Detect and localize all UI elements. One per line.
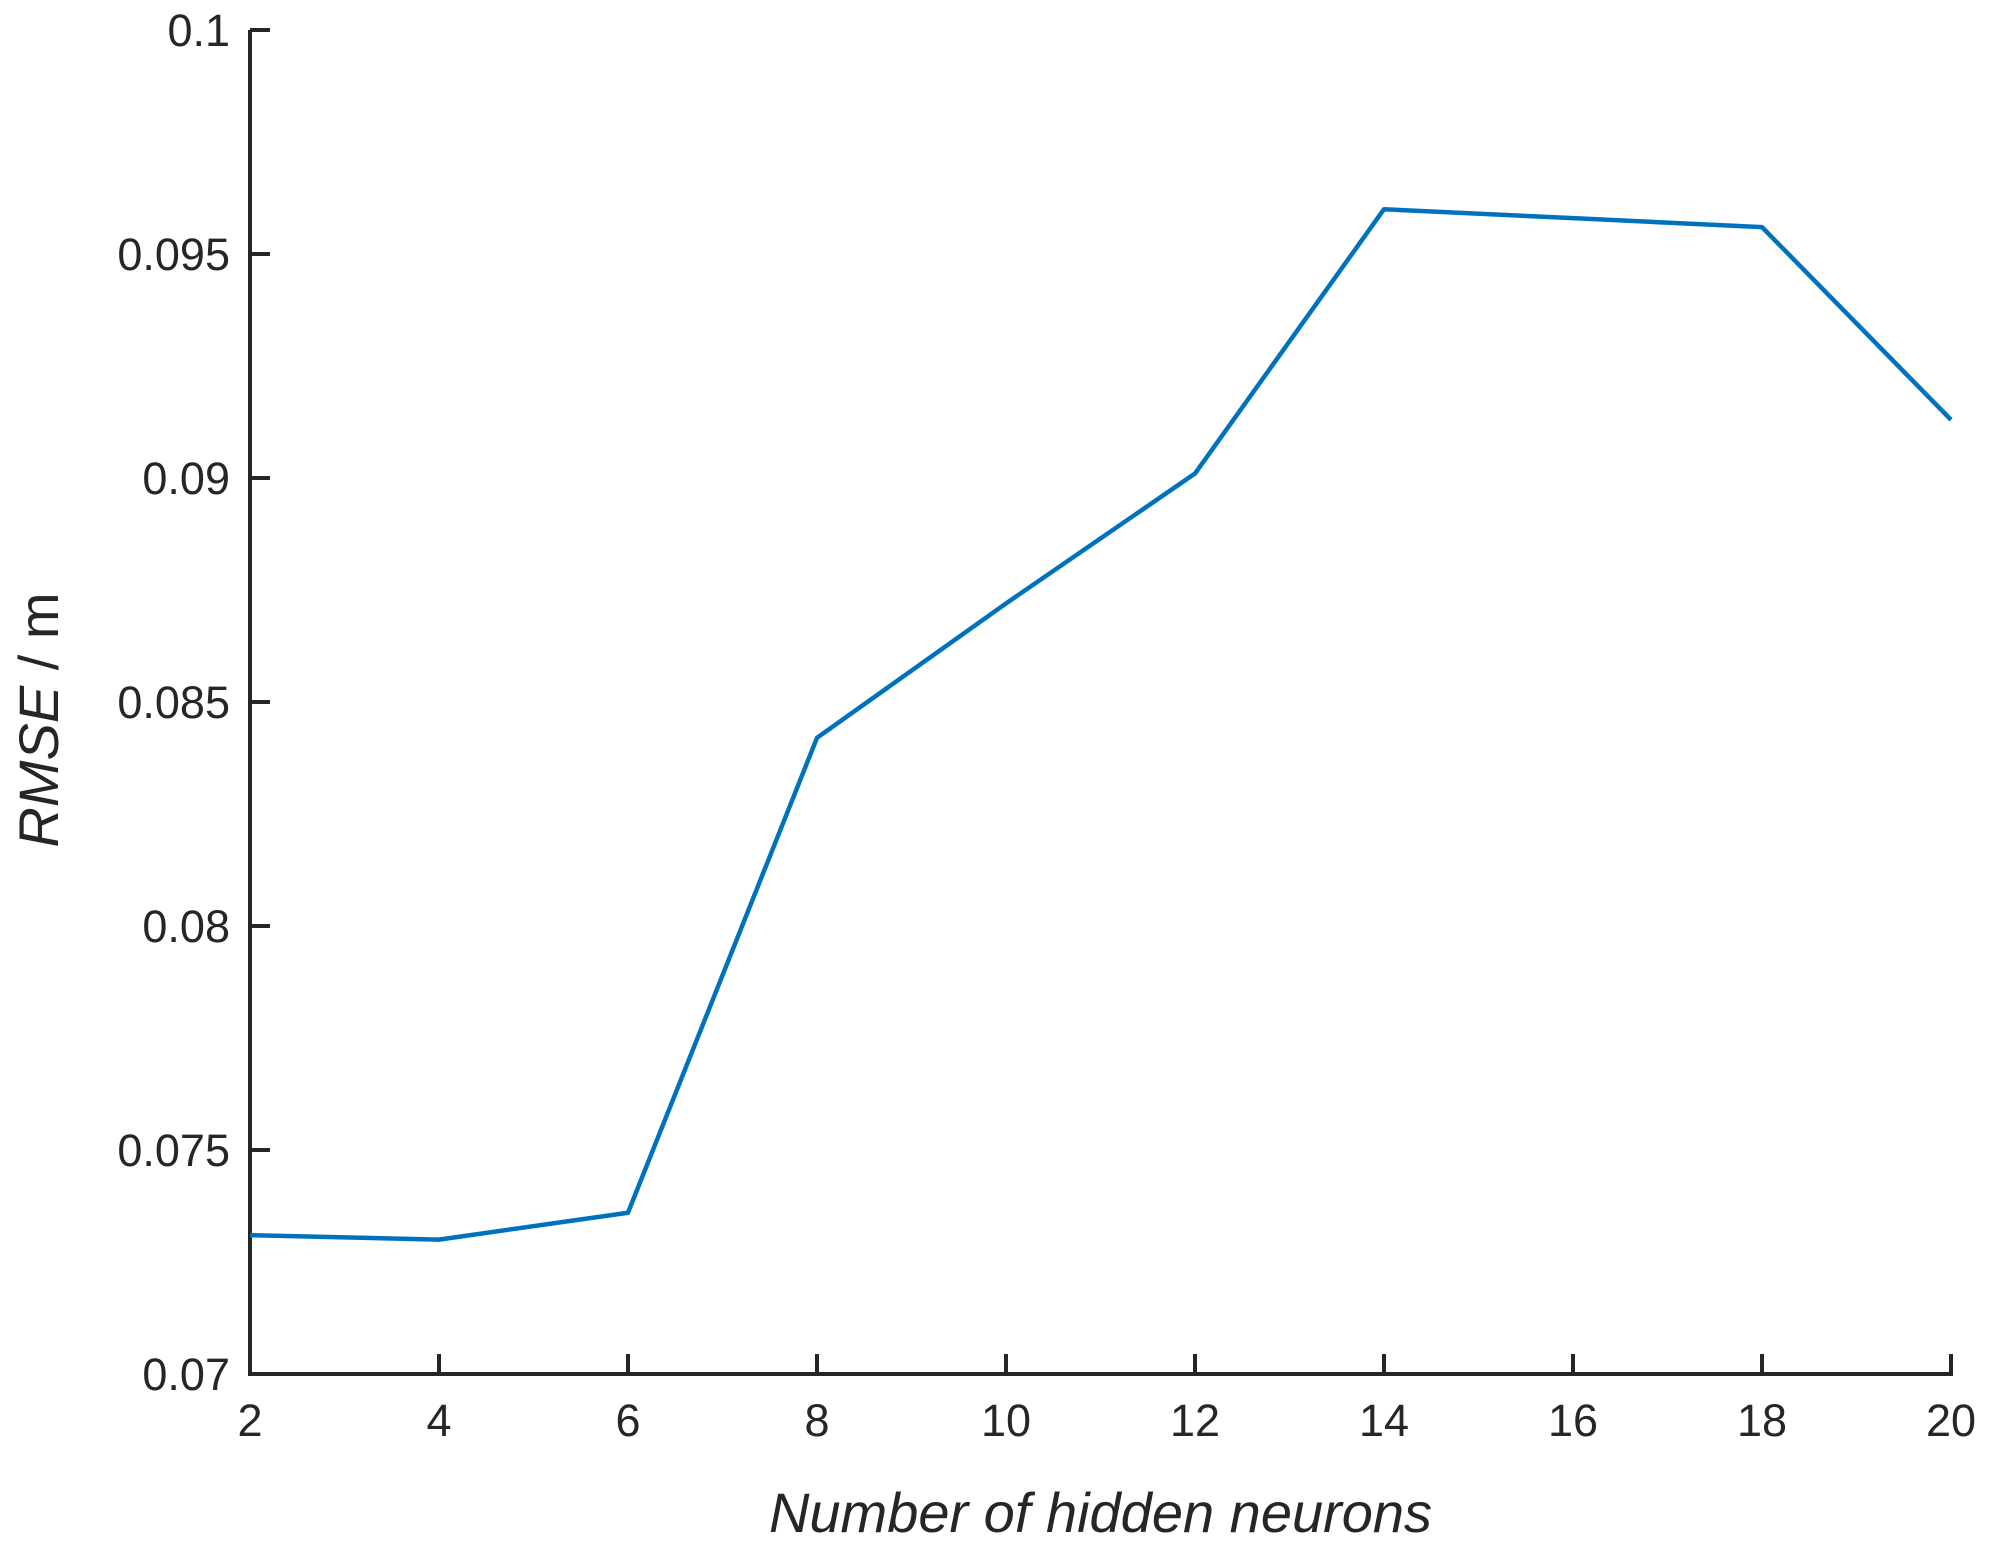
y-tick-label: 0.085 — [117, 677, 230, 728]
y-tick-label: 0.09 — [142, 453, 230, 504]
x-tick-label: 6 — [615, 1395, 640, 1446]
x-tick-label: 4 — [426, 1395, 451, 1446]
y-tick-labels: 0.07 0.075 0.08 0.085 0.09 0.095 0.1 — [117, 5, 230, 1400]
y-axis-label-quantity: RMSE — [7, 685, 70, 847]
y-tick-label: 0.095 — [117, 229, 230, 280]
y-tick-label: 0.07 — [142, 1349, 230, 1400]
y-tick-label: 0.075 — [117, 1125, 230, 1176]
x-tick-label: 8 — [804, 1395, 829, 1446]
y-tick-label: 0.08 — [142, 901, 230, 952]
x-tick-label: 10 — [981, 1395, 1031, 1446]
data-line — [249, 206, 1953, 1242]
x-tick-labels: 2 4 6 8 10 12 14 16 18 20 — [237, 1395, 1976, 1446]
x-tick-label: 18 — [1737, 1395, 1787, 1446]
y-axis-label: RMSE / m — [7, 592, 70, 847]
y-axis-label-separator: / — [7, 639, 70, 686]
axes — [248, 30, 1953, 1376]
x-tick-label: 20 — [1926, 1395, 1976, 1446]
y-axis-label-unit: m — [7, 592, 70, 639]
x-tick-label: 16 — [1548, 1395, 1598, 1446]
x-tick-label: 2 — [237, 1395, 262, 1446]
x-tick-label: 12 — [1170, 1395, 1220, 1446]
x-tick-label: 14 — [1359, 1395, 1409, 1446]
x-tick-marks — [248, 1354, 1953, 1374]
y-tick-label: 0.1 — [167, 5, 230, 56]
y-tick-marks — [250, 28, 270, 1376]
x-axis-label: Number of hidden neurons — [769, 1481, 1432, 1544]
